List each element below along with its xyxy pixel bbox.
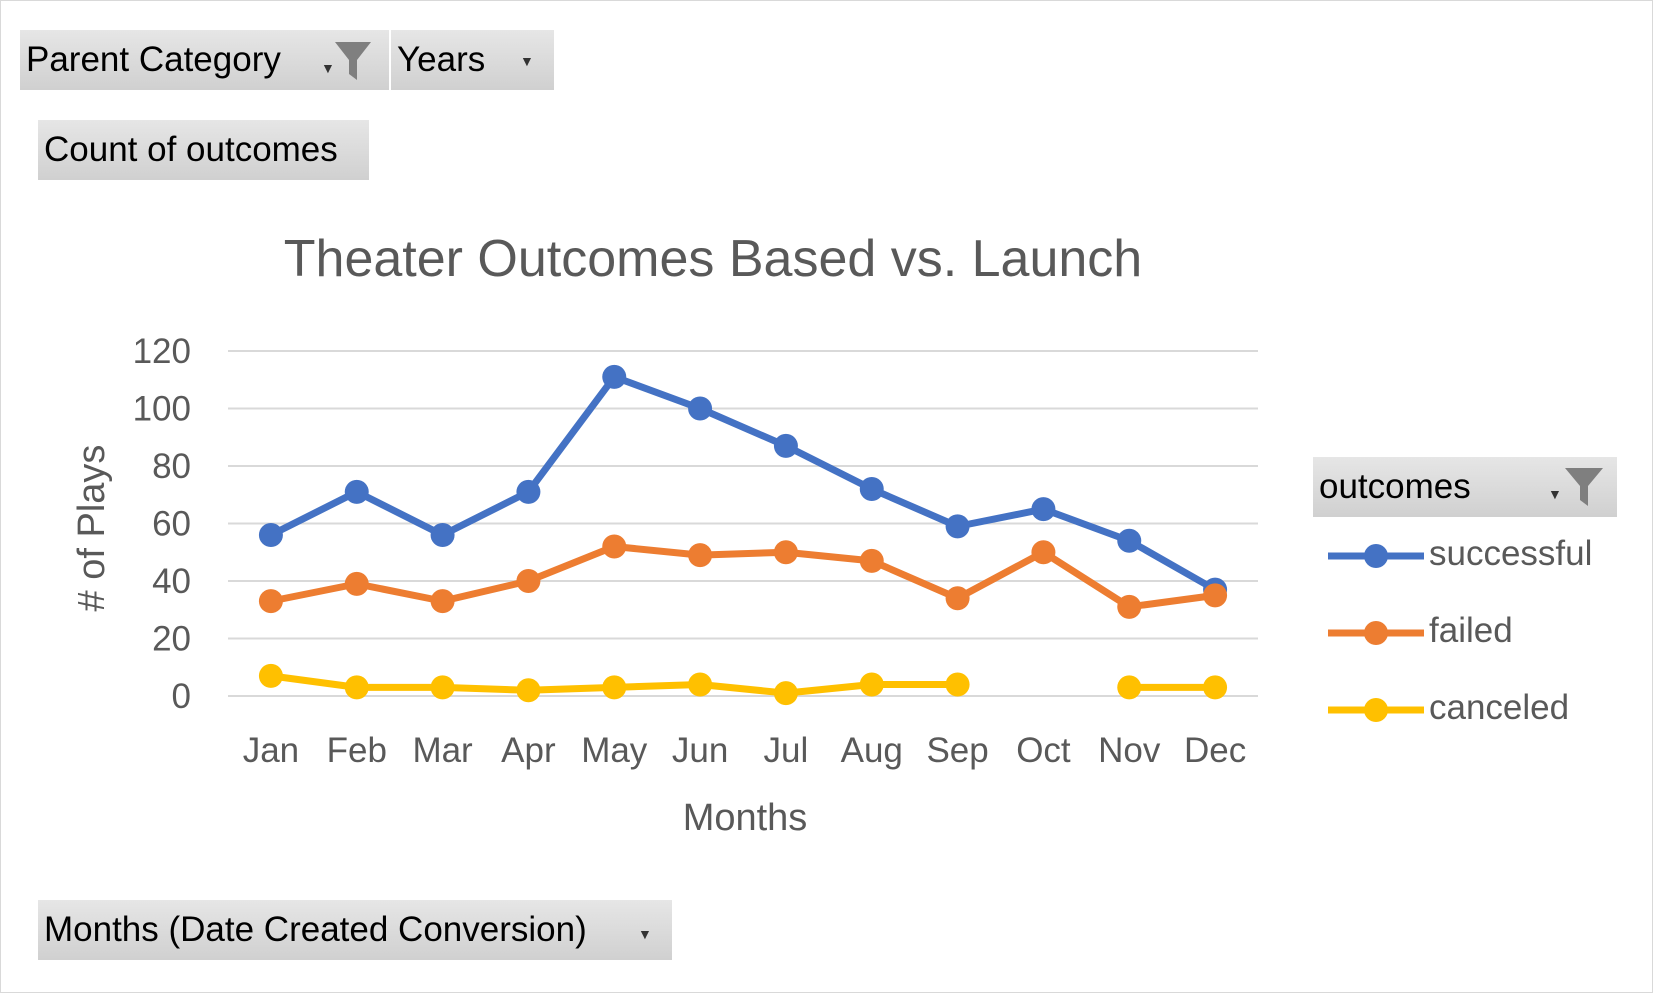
y-tick-label: 40 [152,562,191,601]
data-point-failed [516,569,541,593]
filter-funnel-icon[interactable] [1563,466,1605,508]
values-field-label: Count of outcomes [44,130,338,169]
y-tick-label: 20 [152,620,191,659]
data-point-successful [773,433,798,458]
series-line-successful [267,373,1219,594]
data-point-canceled [688,672,713,697]
x-tick-label: Apr [501,731,556,770]
axis-field-button[interactable]: Months (Date Created Conversion) [38,900,673,960]
y-tick-label: 60 [152,505,191,544]
data-point-successful [859,477,884,501]
x-tick-label: Jun [672,731,728,770]
data-point-failed [688,543,713,568]
series-failed [258,534,1228,619]
data-point-successful [344,479,369,504]
data-point-canceled [344,675,369,700]
data-point-canceled [258,663,283,688]
gridlines [228,350,1258,697]
axis-field-label: Months (Date Created Conversion) [44,910,587,949]
x-tick-label: Jul [764,731,809,770]
legend-marker-failed [1328,621,1424,645]
x-axis-title: Months [683,797,808,839]
series-successful [258,364,1228,602]
data-point-failed [1117,594,1142,619]
data-point-successful [688,396,713,421]
data-point-successful [516,479,541,504]
data-point-failed [1203,583,1228,608]
data-point-canceled [859,672,884,697]
years-label: Years [397,40,486,79]
x-tick-label: Sep [926,731,988,770]
data-point-successful [602,364,627,389]
filter-funnel-icon[interactable] [333,40,373,82]
data-point-canceled [602,675,627,700]
years-filter-button[interactable]: Years [391,30,555,90]
legend-field-button[interactable]: outcomes [1313,457,1618,517]
dropdown-arrow-icon[interactable]: ▼ [520,53,534,69]
series-canceled [258,663,1228,706]
data-point-successful [430,523,455,547]
data-point-successful [1117,528,1142,553]
y-tick-label: 100 [133,390,191,429]
series-line-failed [267,543,1219,611]
parent-category-filter-button[interactable]: Parent Category [20,30,390,90]
parent-category-label: Parent Category [26,40,281,79]
legend-marker-canceled [1328,698,1424,722]
legend-marker-successful [1328,544,1424,568]
dropdown-arrow-icon[interactable]: ▼ [321,60,335,76]
y-tick-label: 120 [133,332,191,371]
values-field-button[interactable]: Count of outcomes [38,120,370,180]
dropdown-arrow-icon[interactable]: ▼ [1548,486,1562,502]
data-point-failed [945,586,970,611]
data-point-failed [1031,540,1056,565]
x-axis-ticks: Jan Feb Mar Apr May Jun Jul Aug Sep Oct Nov Dec [243,731,1247,770]
legend-field-label: outcomes [1319,467,1471,506]
legend-label-successful: successful [1429,534,1593,573]
data-point-failed [602,534,627,559]
y-tick-label: 0 [172,677,191,716]
x-tick-label: Oct [1016,731,1071,770]
data-point-canceled [773,681,798,706]
data-point-successful [1031,497,1056,522]
data-point-failed [773,540,798,565]
series-lines [258,364,1228,706]
data-point-failed [344,571,369,596]
data-point-failed [859,548,884,573]
x-tick-label: May [581,731,648,770]
data-point-canceled [945,672,970,697]
x-tick-label: Aug [841,731,903,770]
x-tick-label: Nov [1098,731,1161,770]
y-axis-ticks: 0 20 40 60 80 100 120 [133,332,191,716]
legend-label-failed: failed [1429,611,1513,650]
x-tick-label: Mar [412,731,473,770]
y-tick-label: 80 [152,447,191,486]
data-point-canceled [1117,675,1142,700]
data-point-canceled [1203,675,1228,700]
legend-label-canceled: canceled [1429,688,1570,727]
dropdown-arrow-icon[interactable]: ▼ [638,926,652,942]
data-point-failed [430,589,455,614]
data-point-successful [945,514,970,539]
y-axis-title: # of Plays [71,445,113,612]
data-point-canceled [430,675,455,700]
data-point-successful [258,523,283,547]
chart-title: Theater Outcomes Based vs. Launch [284,230,1142,288]
x-tick-label: Feb [327,731,387,770]
x-tick-label: Dec [1184,731,1246,770]
x-tick-label: Jan [243,731,299,770]
data-point-canceled [516,678,541,703]
data-point-failed [258,589,283,614]
